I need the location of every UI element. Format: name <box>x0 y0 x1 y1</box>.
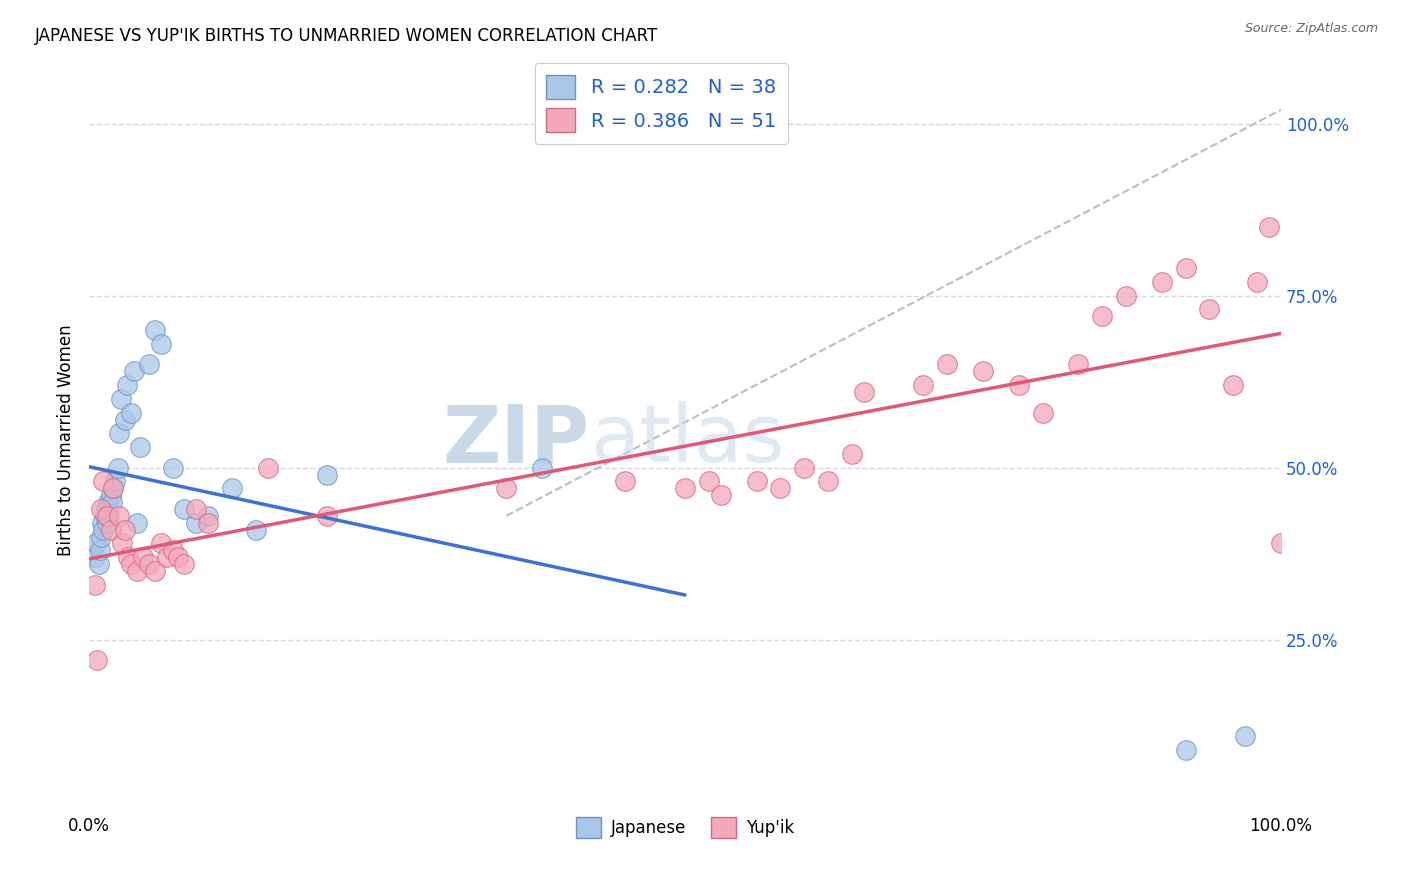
Point <box>125 564 148 578</box>
Point <box>841 447 863 461</box>
Text: ZIP: ZIP <box>443 401 589 479</box>
Point <box>90 530 112 544</box>
Point <box>120 557 142 571</box>
Point <box>697 475 720 489</box>
Point <box>673 482 696 496</box>
Point <box>972 364 994 378</box>
Point <box>1067 358 1090 372</box>
Point <box>101 482 124 496</box>
Point <box>107 460 129 475</box>
Point <box>186 502 208 516</box>
Point <box>96 516 118 530</box>
Point <box>91 516 114 530</box>
Text: Source: ZipAtlas.com: Source: ZipAtlas.com <box>1244 22 1378 36</box>
Point <box>100 523 122 537</box>
Point <box>131 550 153 565</box>
Point <box>120 406 142 420</box>
Point <box>1091 310 1114 324</box>
Point <box>1246 275 1268 289</box>
Point <box>86 653 108 667</box>
Point <box>614 475 637 489</box>
Point <box>87 557 110 571</box>
Point <box>100 488 122 502</box>
Point <box>1174 261 1197 276</box>
Point <box>257 460 280 475</box>
Point <box>1234 729 1257 743</box>
Point <box>1008 378 1031 392</box>
Point <box>162 460 184 475</box>
Point <box>114 523 136 537</box>
Point <box>1150 275 1173 289</box>
Point <box>94 502 117 516</box>
Point <box>98 508 121 523</box>
Point <box>129 440 152 454</box>
Point <box>117 550 139 565</box>
Point <box>149 336 172 351</box>
Point <box>89 543 111 558</box>
Point <box>245 523 267 537</box>
Point <box>104 475 127 489</box>
Point <box>1174 743 1197 757</box>
Point <box>186 516 208 530</box>
Point <box>817 475 839 489</box>
Point <box>143 564 166 578</box>
Point <box>197 516 219 530</box>
Point <box>197 508 219 523</box>
Point <box>111 536 134 550</box>
Point <box>90 502 112 516</box>
Point <box>100 495 122 509</box>
Point <box>84 550 107 565</box>
Point <box>852 384 875 399</box>
Point <box>530 460 553 475</box>
Point <box>115 378 138 392</box>
Point <box>155 550 177 565</box>
Legend: Japanese, Yup'ik: Japanese, Yup'ik <box>569 811 801 845</box>
Point <box>84 578 107 592</box>
Point <box>149 536 172 550</box>
Point <box>221 482 243 496</box>
Point <box>125 516 148 530</box>
Point <box>101 482 124 496</box>
Point <box>173 502 195 516</box>
Point <box>1258 219 1281 234</box>
Point <box>108 508 131 523</box>
Point <box>1115 288 1137 302</box>
Point <box>769 482 792 496</box>
Point <box>793 460 815 475</box>
Point <box>84 536 107 550</box>
Point <box>912 378 935 392</box>
Point <box>936 358 959 372</box>
Point <box>138 358 160 372</box>
Point <box>93 523 115 537</box>
Point <box>108 426 131 441</box>
Point <box>495 482 517 496</box>
Point <box>162 543 184 558</box>
Text: JAPANESE VS YUP'IK BIRTHS TO UNMARRIED WOMEN CORRELATION CHART: JAPANESE VS YUP'IK BIRTHS TO UNMARRIED W… <box>35 27 658 45</box>
Y-axis label: Births to Unmarried Women: Births to Unmarried Women <box>58 325 75 556</box>
Point <box>110 392 132 406</box>
Text: atlas: atlas <box>589 401 785 479</box>
Point <box>710 488 733 502</box>
Point <box>1198 302 1220 317</box>
Point <box>1222 378 1244 392</box>
Point <box>138 557 160 571</box>
Point <box>1032 406 1054 420</box>
Point <box>745 475 768 489</box>
Point <box>97 495 120 509</box>
Point <box>173 557 195 571</box>
Point <box>316 467 339 482</box>
Point <box>167 550 190 565</box>
Point <box>143 323 166 337</box>
Point <box>93 475 115 489</box>
Point <box>96 508 118 523</box>
Point <box>114 412 136 426</box>
Point <box>124 364 146 378</box>
Point <box>316 508 339 523</box>
Point <box>1270 536 1292 550</box>
Point <box>93 508 115 523</box>
